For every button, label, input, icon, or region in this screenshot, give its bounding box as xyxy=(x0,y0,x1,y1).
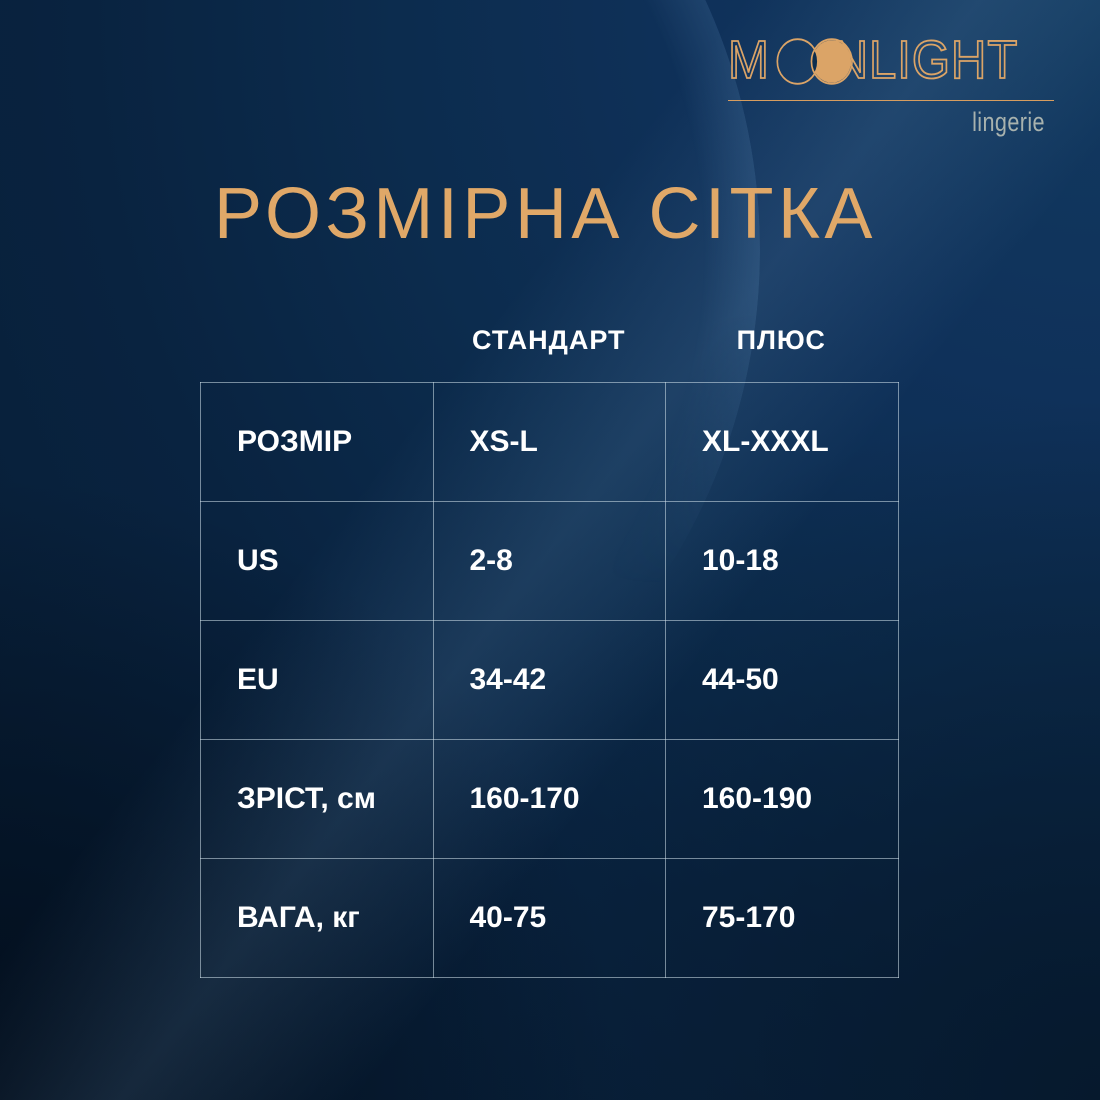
svg-text:M: M xyxy=(728,29,770,90)
svg-text:NLIGHT: NLIGHT xyxy=(833,29,1019,90)
